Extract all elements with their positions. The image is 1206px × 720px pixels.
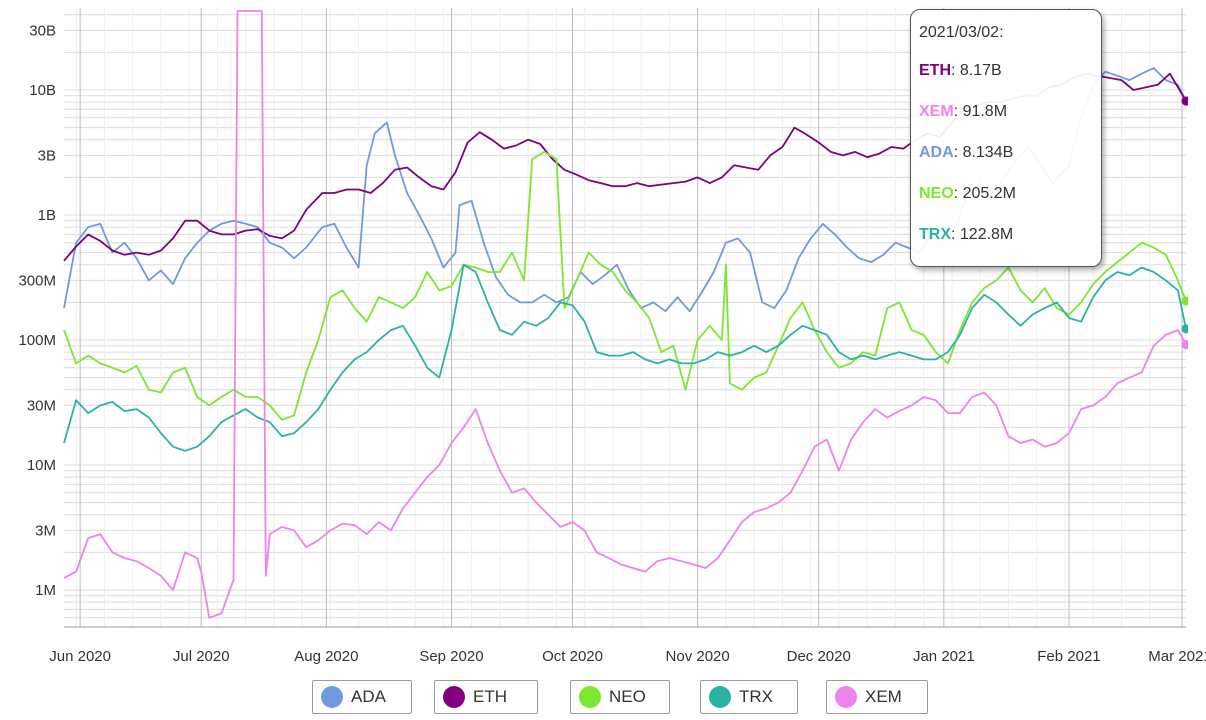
tooltip-series-name: TRX [919,226,951,243]
y-tick-label: 10M [27,457,56,474]
tooltip: 2021/03/02: ETH: 8.17B XEM: 91.8M ADA: 8.1… [910,9,1102,267]
tooltip-series-value: : 205.2M [953,185,1016,202]
marker-trx [1181,324,1188,334]
legend-item-trx[interactable]: TRX [700,680,798,714]
tooltip-series-name: ETH [919,62,951,79]
tooltip-row-ada: ADA: 8.134B [919,144,1093,185]
marker-neo [1181,296,1188,306]
x-tick-label: Jul 2020 [173,648,230,665]
tooltip-series-value: : 8.134B [953,144,1014,161]
tooltip-series-value: : 122.8M [951,226,1014,243]
series-xem [63,10,1187,619]
x-tick-label: Mar 2021 [1148,648,1206,665]
x-tick-label: Jan 2021 [913,648,975,665]
legend-label: ADA [351,687,386,706]
legend-swatch [709,686,731,708]
y-tick-label: 30M [27,397,56,414]
tooltip-row-trx: TRX: 122.8M [919,226,1093,267]
y-tick-label: 100M [18,332,56,349]
y-tick-label: 300M [18,272,56,289]
legend-label: NEO [609,687,646,706]
y-tick-label: 1B [38,207,56,224]
tooltip-row-eth: ETH: 8.17B [919,62,1093,103]
legend-swatch [835,686,857,708]
series-neo [63,150,1187,421]
series-trx [63,263,1187,452]
legend-swatch [443,686,465,708]
x-tick-label: Aug 2020 [294,648,358,665]
x-axis-labels: Jun 2020 Jul 2020 Aug 2020 Sep 2020 Oct 2020… [49,648,1206,665]
y-tick-label: 3M [35,522,56,539]
x-tick-label: Sep 2020 [419,648,483,665]
y-axis-labels: 1M 3M 10M 30M 100M 300M 1B 3B 10B 30B [18,22,56,599]
tooltip-series-name: XEM [919,103,954,120]
tooltip-series-name: ADA [919,144,954,161]
marker-eth [1181,96,1188,106]
legend-label: TRX [739,687,773,706]
tooltip-date: 2021/03/02: [919,24,1004,41]
y-tick-label: 1M [35,582,56,599]
legend-label: XEM [865,687,902,706]
legend-item-ada[interactable]: ADA [312,680,412,714]
y-tick-label: 10B [29,82,56,99]
x-tick-label: Dec 2020 [787,648,851,665]
legend: ADA ETH NEO TRX XEM [0,676,1206,716]
legend-item-eth[interactable]: ETH [434,680,538,714]
tooltip-series-value: : 91.8M [953,103,1008,120]
tooltip-series-value: : 8.17B [951,62,1002,79]
y-tick-label: 30B [29,22,56,39]
tooltip-row-neo: NEO: 205.2M [919,185,1093,226]
tooltip-series-name: NEO [919,185,954,202]
tooltip-row-xem: XEM: 91.8M [919,103,1093,144]
x-tick-label: Nov 2020 [666,648,730,665]
legend-item-xem[interactable]: XEM [826,680,928,714]
x-tick-label: Jun 2020 [49,648,111,665]
x-tick-label: Oct 2020 [542,648,603,665]
legend-item-neo[interactable]: NEO [570,680,670,714]
y-tick-label: 3B [38,147,56,164]
tooltip-rows: ETH: 8.17B XEM: 91.8M ADA: 8.134B NEO: 205.… [919,62,1093,267]
x-tick-label: Feb 2021 [1037,648,1100,665]
legend-swatch [321,686,343,708]
legend-label: ETH [473,687,507,706]
marker-xem [1181,340,1188,350]
legend-swatch [579,686,601,708]
